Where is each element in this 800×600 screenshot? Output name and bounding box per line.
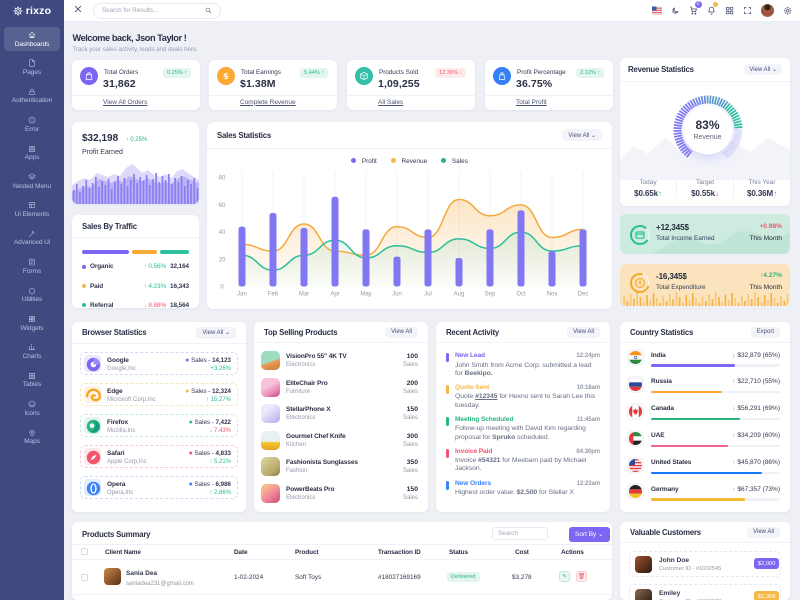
svg-text:May: May xyxy=(360,292,371,298)
svg-text:Dec: Dec xyxy=(578,292,589,298)
svg-text:Jun: Jun xyxy=(392,292,402,298)
svg-text:Oct: Oct xyxy=(516,292,526,298)
svg-text:0: 0 xyxy=(220,285,224,291)
svg-text:20: 20 xyxy=(219,257,226,263)
svg-text:Aug: Aug xyxy=(454,292,465,298)
svg-text:Jul: Jul xyxy=(424,292,432,298)
svg-text:₹: ₹ xyxy=(638,279,643,287)
svg-text:Jan: Jan xyxy=(237,292,247,298)
svg-text:Apr: Apr xyxy=(330,292,339,298)
svg-text:60: 60 xyxy=(219,203,226,209)
svg-text:Mar: Mar xyxy=(299,292,309,298)
svg-text:Nov: Nov xyxy=(547,292,558,298)
svg-text:Sep: Sep xyxy=(485,292,496,298)
svg-text:Feb: Feb xyxy=(268,292,279,298)
svg-text:80: 80 xyxy=(219,176,226,182)
svg-text:40: 40 xyxy=(219,230,226,236)
